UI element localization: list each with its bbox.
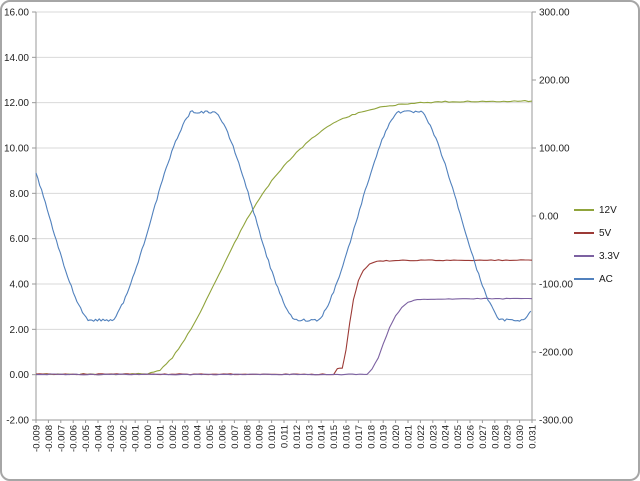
- y-right-tick-label: 200.00: [539, 76, 570, 87]
- x-tick-label: 0.003: [180, 425, 191, 449]
- x-tick-label: 0.024: [441, 425, 452, 449]
- x-tick-label: 0.022: [416, 425, 427, 449]
- x-tick-label: 0.001: [156, 425, 167, 449]
- legend-item-12V: 12V: [574, 203, 620, 217]
- series-line-12V: [35, 100, 533, 376]
- y-left-tick-label: 4.00: [10, 280, 30, 291]
- x-tick-label: 0.008: [242, 425, 253, 449]
- x-tick-label: 0.021: [404, 425, 415, 449]
- x-tick-label: -0.005: [81, 425, 92, 452]
- y-left-tick-label: 14.00: [4, 53, 29, 64]
- x-tick-label: -0.003: [106, 425, 117, 452]
- y-left-tick-label: -2.00: [6, 416, 29, 427]
- x-tick-label: 0.011: [280, 425, 291, 448]
- x-tick-label: 0.018: [366, 425, 377, 449]
- x-tick-label: -0.001: [131, 425, 142, 452]
- y-left-tick-label: 2.00: [10, 325, 30, 336]
- x-tick-label: 0.017: [354, 425, 365, 449]
- x-tick-label: 0.027: [478, 425, 489, 449]
- y-left-tick-label: 6.00: [10, 234, 30, 245]
- x-tick-label: 0.005: [205, 425, 216, 449]
- x-tick-label: 0.020: [391, 425, 402, 449]
- x-tick-label: 0.000: [143, 425, 154, 449]
- legend-label: 12V: [599, 204, 617, 216]
- x-tick-label: 0.029: [503, 425, 514, 449]
- x-tick-label: 0.015: [329, 425, 340, 449]
- x-tick-label: 0.026: [466, 425, 477, 449]
- y-right-tick-label: -200.00: [539, 348, 573, 359]
- y-left-tick-label: 16.00: [4, 8, 29, 19]
- legend-label: AC: [599, 273, 613, 285]
- series-line-AC: [35, 110, 532, 322]
- x-tick-label: 0.028: [490, 425, 501, 449]
- legend-label: 3.3V: [599, 250, 620, 262]
- legend-item-3.3V: 3.3V: [574, 249, 620, 263]
- x-tick-label: 0.006: [218, 425, 229, 449]
- chart-legend: 12V 5V 3.3V AC: [574, 203, 620, 286]
- x-tick-label: -0.009: [32, 425, 43, 452]
- x-tick-label: 0.010: [267, 425, 278, 449]
- x-tick-label: 0.016: [342, 425, 353, 449]
- x-tick-label: -0.004: [94, 425, 105, 452]
- y-right-tick-label: 300.00: [539, 8, 570, 19]
- x-tick-label: 0.025: [453, 425, 464, 449]
- x-tick-label: 0.014: [317, 425, 328, 449]
- y-left-tick-label: 8.00: [10, 189, 30, 200]
- legend-line-sample: [574, 209, 594, 211]
- x-tick-label: 0.023: [428, 425, 439, 449]
- x-tick-label: -0.007: [56, 425, 67, 452]
- x-tick-label: -0.008: [44, 425, 55, 452]
- x-tick-label: 0.007: [230, 425, 241, 449]
- x-tick-label: 0.030: [515, 425, 526, 449]
- legend-line-sample: [574, 255, 594, 257]
- y-left-tick-label: 10.00: [4, 144, 29, 155]
- x-tick-label: 0.019: [379, 425, 390, 449]
- y-right-tick-label: -300.00: [539, 416, 573, 427]
- series-line-3.3V: [36, 297, 533, 376]
- x-tick-label: 0.002: [168, 425, 179, 449]
- x-tick-label: 0.012: [292, 425, 303, 449]
- y-left-tick-label: 12.00: [4, 98, 29, 109]
- y-right-tick-label: 100.00: [539, 144, 570, 155]
- x-tick-label: 0.031: [528, 425, 539, 449]
- y-right-tick-label: -100.00: [539, 280, 573, 291]
- series-line-5V: [35, 259, 533, 376]
- y-right-tick-label: 0.00: [539, 212, 559, 223]
- legend-line-sample: [574, 278, 594, 280]
- legend-line-sample: [574, 232, 594, 234]
- x-tick-label: 0.004: [193, 425, 204, 449]
- legend-item-5V: 5V: [574, 226, 620, 240]
- x-tick-label: -0.006: [69, 425, 80, 452]
- x-tick-label: 0.013: [304, 425, 315, 449]
- x-tick-label: 0.009: [255, 425, 266, 449]
- x-tick-label: -0.002: [118, 425, 129, 452]
- legend-item-AC: AC: [574, 272, 620, 286]
- legend-label: 5V: [599, 227, 612, 239]
- y-left-tick-label: 0.00: [10, 370, 30, 381]
